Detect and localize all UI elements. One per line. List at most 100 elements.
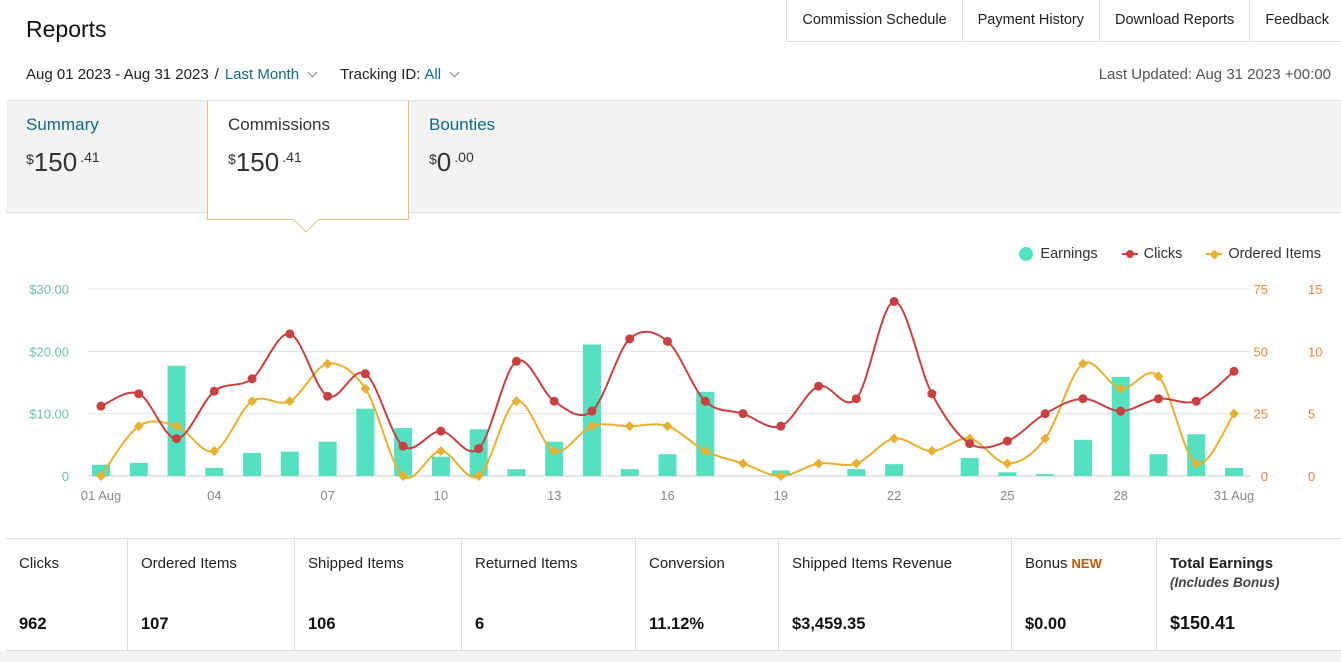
amount-whole: 150: [235, 147, 280, 177]
report-tabs: Summary $150.41 Commissions $150.41 Boun…: [6, 100, 1341, 220]
stat-label: Conversion: [649, 555, 725, 572]
stat-value: 107: [141, 615, 169, 633]
clicks-point: [1078, 394, 1088, 404]
y-right-orders-tick-label: 0: [1308, 469, 1315, 484]
x-tick-label: 10: [434, 488, 448, 503]
last-updated: Last Updated: Aug 31 2023 +00:00: [1098, 66, 1331, 83]
stat-clicks: Clicks 962: [6, 539, 128, 650]
chevron-down-icon[interactable]: [307, 67, 318, 78]
download-reports-link[interactable]: Download Reports: [1100, 0, 1251, 41]
ordered-items-point: [284, 396, 295, 407]
clicks-point: [776, 421, 786, 431]
x-tick-label: 01 Aug: [81, 488, 122, 503]
filter-row: Aug 01 2023 - Aug 31 2023 / Last Month T…: [26, 66, 460, 83]
ordered-items-point: [435, 446, 446, 457]
ordered-items-point: [133, 421, 144, 432]
legend-clicks-label: Clicks: [1143, 246, 1183, 262]
y-right-clicks-tick-label: 0: [1261, 469, 1268, 484]
earnings-bar: [1225, 467, 1243, 476]
total-earnings-label: Total Earnings: [1170, 555, 1274, 572]
stat-value: 6: [475, 615, 485, 633]
feedback-link[interactable]: Feedback: [1265, 12, 1329, 28]
stat-value: 106: [308, 615, 336, 633]
earnings-bar: [696, 391, 715, 476]
tracking-id-value[interactable]: All: [424, 66, 442, 83]
ordered-items-point: [889, 433, 900, 444]
y-right-clicks-tick-label: 75: [1254, 282, 1268, 297]
stat-value: $0.00: [1025, 615, 1067, 633]
earnings-bar: [280, 451, 299, 476]
ordered-items-point: [473, 471, 484, 481]
clicks-point: [587, 406, 597, 416]
legend-ordered-label: Ordered Items: [1228, 246, 1321, 262]
ordered-items-point: [1153, 371, 1164, 382]
earnings-bar: [1036, 474, 1055, 476]
bounties-amount: $0.00: [429, 147, 589, 177]
earnings-bar: [1073, 439, 1092, 476]
earnings-bar: [318, 441, 337, 476]
stat-label: Clicks: [19, 555, 59, 572]
clicks-point: [814, 381, 824, 391]
clicks-point: [663, 336, 672, 346]
clicks-point: [889, 296, 899, 306]
x-tick-label: 04: [207, 488, 221, 503]
stat-bonus: Bonus NEW $0.00: [1012, 539, 1157, 650]
x-tick-label: 13: [547, 488, 561, 503]
page-footer-strip: [0, 651, 1341, 662]
summary-amount: $150.41: [26, 147, 187, 177]
earnings-bar: [167, 365, 186, 476]
clicks-point: [851, 394, 861, 404]
payment-history-link[interactable]: Payment History: [963, 0, 1101, 41]
ordered-items-point: [1229, 408, 1239, 419]
commission-schedule-link[interactable]: Commission Schedule: [787, 0, 963, 41]
clicks-point: [436, 426, 446, 436]
amount-cents: .41: [80, 149, 100, 165]
earnings-bar: [205, 467, 224, 476]
legend-earnings[interactable]: Earnings: [1019, 246, 1098, 262]
stat-label: Returned Items: [475, 555, 578, 572]
tracking-id-filter[interactable]: Tracking ID: All: [340, 66, 460, 83]
clicks-point: [398, 441, 408, 451]
legend-earnings-label: Earnings: [1040, 246, 1098, 262]
legend-clicks[interactable]: Clicks: [1121, 246, 1183, 262]
clicks-point: [965, 439, 975, 449]
y-left-tick-label: 0: [62, 469, 69, 484]
earnings-bar: [1149, 454, 1168, 476]
clicks-point: [1002, 436, 1012, 446]
tab-commissions[interactable]: Commissions $150.41: [207, 101, 409, 220]
ordered-items-point: [926, 446, 937, 457]
clicks-point: [700, 396, 710, 406]
tracking-id-label: Tracking ID:: [340, 66, 421, 83]
date-preset-dropdown[interactable]: Last Month: [224, 66, 300, 83]
clicks-point: [96, 401, 106, 411]
clicks-point: [1040, 409, 1050, 419]
tab-bounties[interactable]: Bounties $0.00: [409, 101, 609, 214]
stat-value: 11.12%: [649, 615, 705, 633]
currency-symbol: $: [228, 151, 236, 167]
earnings-bar: [847, 469, 866, 476]
currency-symbol: $: [26, 151, 34, 167]
ordered-swatch-icon: [1206, 247, 1223, 261]
clicks-point: [209, 386, 219, 396]
chart-legend: Earnings Clicks Ordered Items: [995, 246, 1321, 262]
chevron-down-icon[interactable]: [449, 67, 460, 78]
tab-summary-label: Summary: [26, 115, 99, 134]
clicks-point: [625, 334, 635, 344]
tab-commissions-label: Commissions: [228, 115, 331, 134]
x-tick-label: 07: [320, 488, 334, 503]
y-left-tick-label: $20.00: [29, 344, 69, 359]
ordered-items-point: [587, 421, 597, 432]
earnings-bar: [243, 452, 262, 476]
stat-shipped-revenue: Shipped Items Revenue $3,459.35: [779, 539, 1012, 650]
date-range-text: Aug 01 2023 - Aug 31 2023: [26, 66, 209, 83]
earnings-bar: [356, 408, 375, 476]
earnings-bar: [431, 456, 450, 476]
earnings-bar: [885, 464, 904, 476]
ordered-items-point: [322, 358, 333, 369]
clicks-point: [360, 369, 370, 379]
earnings-bar: [92, 464, 110, 476]
legend-ordered-items[interactable]: Ordered Items: [1206, 246, 1321, 262]
ordered-items-point: [398, 471, 409, 481]
tab-summary[interactable]: Summary $150.41: [6, 101, 207, 214]
currency-symbol: $: [429, 151, 437, 167]
